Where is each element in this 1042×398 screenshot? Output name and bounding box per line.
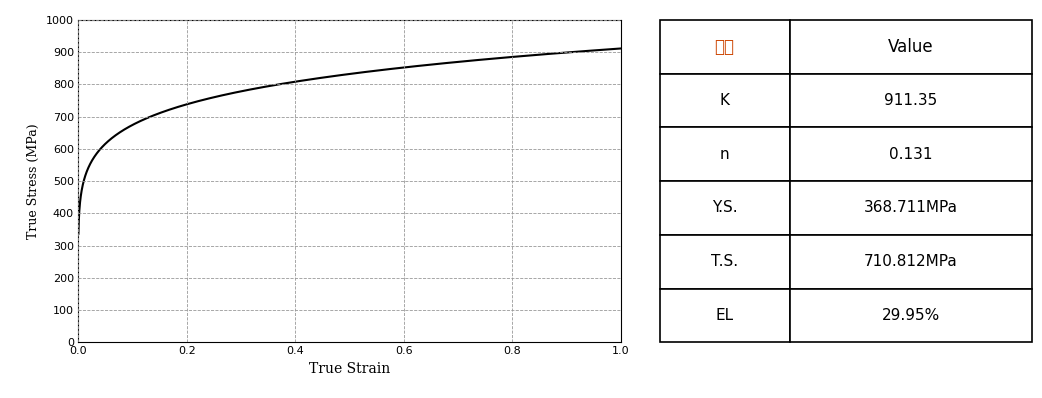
Y-axis label: True Stress (MPa): True Stress (MPa) (27, 123, 41, 239)
X-axis label: True Strain: True Strain (308, 362, 390, 376)
